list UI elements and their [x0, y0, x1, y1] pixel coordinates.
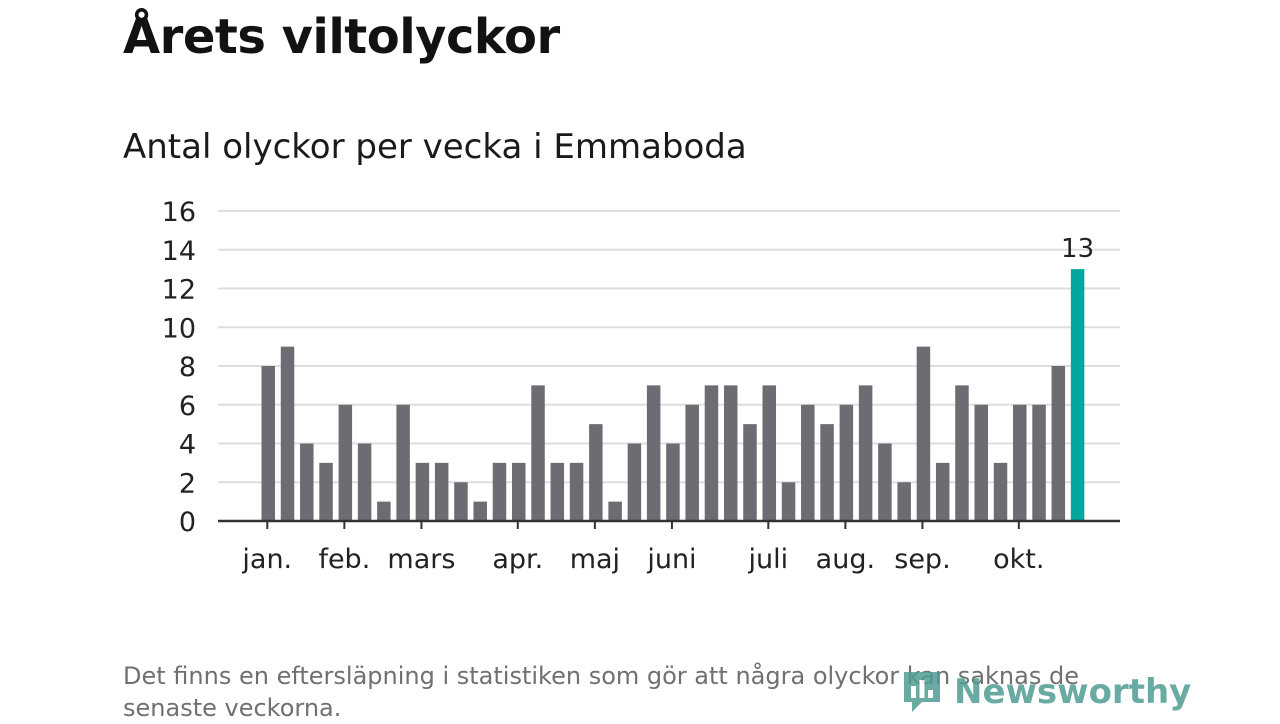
- y-tick-label-10: 10: [162, 313, 196, 344]
- x-tick-label: jan.: [241, 544, 292, 575]
- y-tick-label-4: 4: [179, 430, 196, 461]
- x-tick-label: mars: [387, 544, 455, 575]
- y-tick-label-2: 2: [179, 468, 196, 499]
- brand-name: Newsworthy: [954, 672, 1192, 712]
- bar: [646, 385, 661, 521]
- bar: [704, 385, 719, 521]
- bar: [1032, 404, 1046, 521]
- bar: [550, 462, 565, 521]
- bar: [801, 404, 815, 521]
- bar: [839, 404, 854, 521]
- bar: [666, 443, 680, 521]
- y-tick-label-12: 12: [162, 275, 196, 306]
- y-tick-label-16: 16: [162, 197, 196, 228]
- y-tick-label-0: 0: [179, 507, 196, 538]
- bar: [531, 385, 545, 521]
- brand-logo: Newsworthy: [900, 668, 1191, 716]
- x-tick-label: maj: [570, 544, 620, 575]
- bar: [608, 501, 622, 521]
- bar: [300, 443, 314, 521]
- bar: [781, 482, 796, 521]
- x-tick-label: feb.: [318, 544, 370, 575]
- x-tick-label: okt.: [993, 544, 1044, 575]
- x-tick-label: apr.: [492, 544, 543, 575]
- bar-chart: 0 2 4 6 8 10 12 14 16 13 jan. feb. mars apr. maj juni ju…: [162, 197, 1120, 575]
- x-tick-label: juli: [747, 544, 788, 575]
- bar: [454, 482, 468, 521]
- x-tick-label: juni: [646, 544, 696, 575]
- bar: [338, 404, 353, 521]
- x-tick-label: aug.: [816, 544, 875, 575]
- bar: [627, 443, 642, 521]
- bar: [261, 366, 275, 521]
- newsworthy-logo-icon: [904, 672, 940, 712]
- bar: [820, 424, 834, 521]
- bar: [723, 385, 738, 521]
- bar: [974, 404, 988, 521]
- bar: [357, 443, 372, 521]
- y-tick-label-14: 14: [162, 236, 196, 267]
- bar: [434, 462, 449, 521]
- bar: [396, 404, 410, 521]
- bar-highlight: [1070, 269, 1085, 521]
- bar: [916, 346, 931, 521]
- bar: [377, 501, 391, 521]
- bar: [280, 346, 295, 521]
- bar: [935, 462, 950, 521]
- bar: [492, 462, 507, 521]
- bar: [897, 482, 911, 521]
- bar: [569, 462, 584, 521]
- bar: [415, 462, 430, 521]
- bar: [955, 385, 969, 521]
- bar: [589, 424, 603, 521]
- bar: [512, 462, 526, 521]
- bar: [858, 385, 873, 521]
- bar: [743, 424, 757, 521]
- data-label-highlight: 13: [1061, 234, 1094, 264]
- bar: [878, 443, 892, 521]
- bar: [1051, 366, 1066, 521]
- page-title: Årets viltolyckor: [123, 9, 560, 65]
- bar: [685, 404, 699, 521]
- bar: [993, 462, 1008, 521]
- y-tick-label-8: 8: [179, 352, 196, 383]
- x-tick-label: sep.: [894, 544, 950, 575]
- bar: [762, 385, 777, 521]
- chart-subtitle: Antal olyckor per vecka i Emmaboda: [123, 127, 747, 167]
- bar: [473, 501, 487, 521]
- y-tick-label-6: 6: [179, 391, 196, 422]
- bar: [1013, 404, 1027, 521]
- bar: [319, 462, 333, 521]
